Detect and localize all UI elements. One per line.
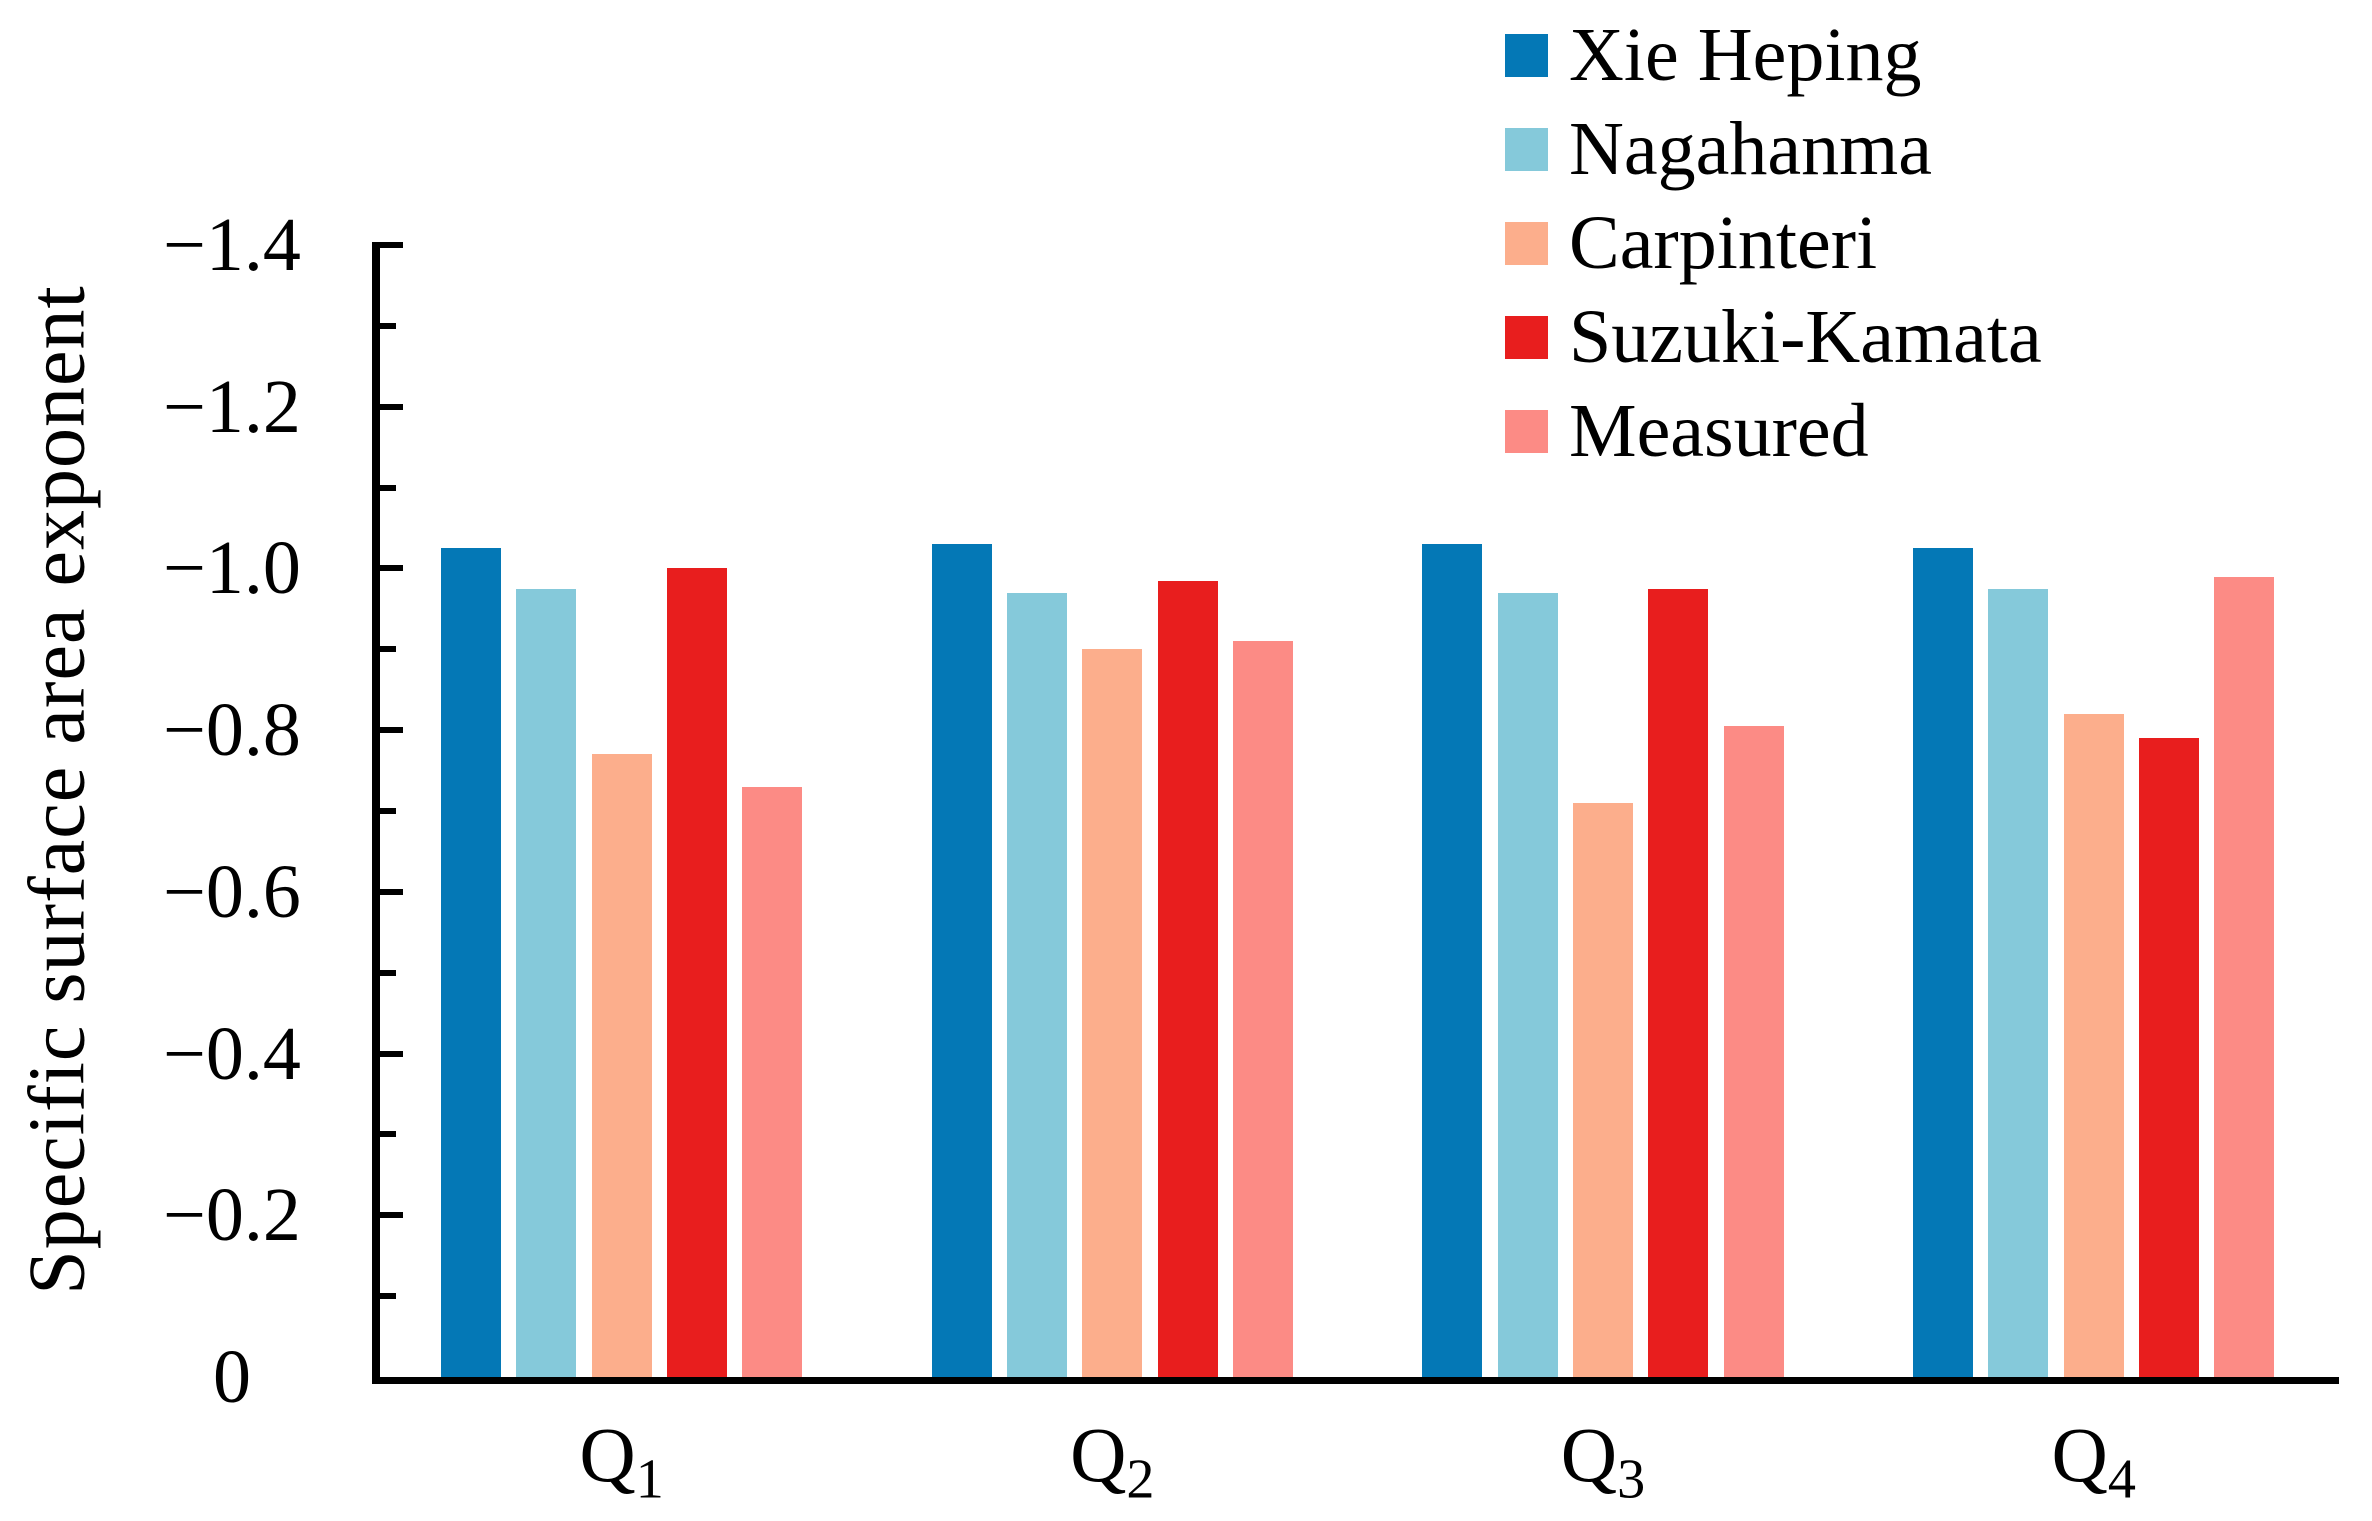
legend-swatch-suzuki-kamata	[1505, 315, 1548, 359]
bar-measured-q3	[1723, 726, 1784, 1377]
x-category-label-q3: Q3	[1560, 1411, 1646, 1511]
x-category-label-q1: Q1	[579, 1411, 664, 1511]
major-tick-1.4	[372, 242, 403, 248]
legend-label-nagahanma: Nagahanma	[1569, 107, 1932, 191]
bar-xie-heping-q1	[441, 548, 501, 1377]
legend-swatch-nagahanma	[1505, 127, 1548, 171]
minor-tick-1.3	[372, 322, 396, 329]
y-tick-label-0: 0	[213, 1335, 251, 1419]
bar-carpinteri-q2	[1082, 649, 1143, 1377]
major-tick-0.2	[372, 1212, 403, 1219]
major-tick-1.2	[372, 403, 403, 410]
bar-xie-heping-q4	[1913, 548, 1974, 1377]
bar-nagahanma-q2	[1007, 592, 1067, 1377]
y-tick-label-0.2: −0.2	[163, 1173, 301, 1258]
bar-suzuki-kamata-q3	[1648, 588, 1709, 1377]
legend-item-nagahanma: Nagahanma	[1505, 102, 2042, 196]
y-tick-label-0.6: −0.6	[163, 849, 301, 934]
y-tick-label-0.4: −0.4	[163, 1011, 301, 1096]
legend-label-xie-heping: Xie Heping	[1569, 13, 1922, 97]
legend-swatch-measured	[1505, 409, 1548, 453]
bar-nagahanma-q1	[516, 588, 577, 1377]
y-tick-label-1.4: −1.4	[163, 203, 301, 287]
bar-nagahanma-q3	[1497, 592, 1558, 1377]
x-axis-line	[372, 1377, 2339, 1384]
legend-item-measured: Measured	[1505, 384, 2042, 478]
major-tick-0.4	[372, 1050, 403, 1057]
minor-tick-0.9	[372, 646, 396, 653]
x-category-label-q4: Q4	[2051, 1411, 2136, 1511]
bar-measured-q4	[2214, 576, 2275, 1377]
legend-item-carpinteri: Carpinteri	[1505, 196, 2042, 290]
legend-swatch-xie-heping	[1505, 33, 1548, 77]
x-category-label-q2: Q2	[1070, 1411, 1155, 1511]
major-tick-0.8	[372, 727, 403, 734]
legend: Xie Heping Nagahanma Carpinteri Suzuki-Kama…	[1505, 8, 2042, 478]
minor-tick-1.1	[372, 484, 396, 491]
bar-measured-q2	[1232, 641, 1293, 1377]
bar-carpinteri-q3	[1573, 802, 1633, 1377]
legend-label-suzuki-kamata: Suzuki-Kamata	[1569, 295, 2042, 379]
bar-carpinteri-q1	[591, 754, 652, 1377]
y-tick-label-0.8: −0.8	[163, 688, 301, 773]
minor-tick-0.5	[372, 969, 396, 976]
minor-tick-0.3	[372, 1131, 396, 1138]
bar-xie-heping-q2	[931, 544, 992, 1377]
legend-item-xie-heping: Xie Heping	[1505, 8, 2042, 102]
minor-tick-0.1	[372, 1293, 396, 1300]
bar-carpinteri-q4	[2063, 713, 2124, 1377]
bar-suzuki-kamata-q2	[1157, 580, 1218, 1377]
bar-measured-q1	[742, 786, 803, 1377]
legend-item-suzuki-kamata: Suzuki-Kamata	[1505, 290, 2042, 384]
legend-label-carpinteri: Carpinteri	[1569, 201, 1878, 285]
bar-nagahanma-q4	[1988, 588, 2049, 1377]
bar-suzuki-kamata-q4	[2139, 738, 2199, 1377]
major-tick-0.6	[372, 888, 403, 895]
y-tick-label-1: −1.0	[163, 526, 301, 611]
y-tick-label-1.2: −1.2	[163, 364, 301, 449]
bar-suzuki-kamata-q1	[666, 568, 727, 1377]
bar-xie-heping-q3	[1422, 544, 1483, 1377]
major-tick-1	[372, 565, 403, 572]
legend-swatch-carpinteri	[1505, 221, 1548, 265]
minor-tick-0.7	[372, 808, 396, 814]
legend-label-measured: Measured	[1569, 389, 1869, 473]
